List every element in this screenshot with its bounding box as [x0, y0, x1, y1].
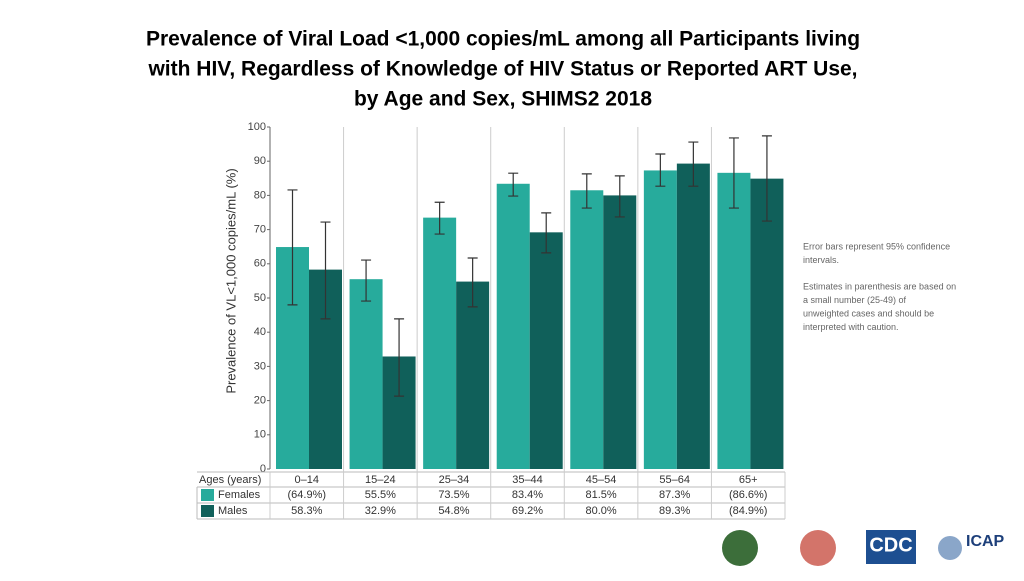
- table-header: Ages (years): [199, 474, 261, 486]
- bar: [676, 163, 710, 469]
- error-bar: [508, 172, 519, 197]
- table-cell: 32.9%: [365, 505, 396, 517]
- error-bar: [728, 137, 739, 209]
- table-cell: 80.0%: [585, 505, 616, 517]
- legend-label: Females: [218, 489, 261, 501]
- y-tick-label: 40: [254, 326, 266, 338]
- legend-swatch: [201, 489, 214, 501]
- logo: [866, 530, 916, 564]
- chart-title: Prevalence of Viral Load <1,000 copies/m…: [146, 28, 860, 51]
- y-tick-label: 80: [254, 189, 266, 201]
- x-tick-label: 35–44: [512, 474, 543, 486]
- y-tick-label: 90: [254, 155, 266, 167]
- table-cell: 73.5%: [438, 489, 469, 501]
- error-bar: [761, 135, 772, 222]
- y-tick-label: 0: [260, 463, 266, 475]
- x-tick-label: 45–54: [586, 474, 617, 486]
- bar: [750, 178, 784, 469]
- error-bar: [655, 153, 666, 187]
- error-bar: [467, 257, 478, 308]
- y-tick-label: 10: [254, 429, 266, 441]
- legend-swatch: [201, 505, 214, 517]
- error-bar: [320, 221, 331, 320]
- logo: [800, 530, 836, 566]
- table-cell: 87.3%: [659, 489, 690, 501]
- x-tick-label: 0–14: [295, 474, 319, 486]
- error-bar: [688, 141, 699, 187]
- table-cell: (84.9%): [729, 505, 768, 517]
- table-cell: 81.5%: [585, 489, 616, 501]
- x-tick-label: 55–64: [659, 474, 690, 486]
- note: intervals.: [803, 255, 839, 265]
- y-tick-label: 100: [248, 121, 266, 133]
- bar: [643, 170, 677, 469]
- logo-text: ICAP: [966, 533, 1005, 550]
- bar: [717, 172, 751, 469]
- y-axis-label: Prevalence of VL<1,000 copies/mL (%): [223, 168, 238, 393]
- table-cell: 69.2%: [512, 505, 543, 517]
- note: a small number (25-49) of: [803, 295, 907, 305]
- bar: [423, 217, 457, 469]
- table-cell: 89.3%: [659, 505, 690, 517]
- y-tick-label: 20: [254, 395, 266, 407]
- bar: [349, 279, 383, 469]
- bar: [456, 281, 490, 469]
- note: Estimates in parenthesis are based on: [803, 281, 956, 291]
- logo: [722, 530, 758, 566]
- note: unweighted cases and should be: [803, 308, 934, 318]
- error-bar: [581, 173, 592, 209]
- error-bar: [614, 175, 625, 218]
- chart-title: with HIV, Regardless of Knowledge of HIV…: [147, 58, 857, 81]
- chart-title: by Age and Sex, SHIMS2 2018: [354, 88, 652, 111]
- error-bar: [434, 201, 445, 235]
- logo: [938, 536, 962, 560]
- table-cell: 54.8%: [438, 505, 469, 517]
- error-bar: [287, 189, 298, 306]
- y-tick-label: 60: [254, 258, 266, 270]
- error-bar: [541, 212, 552, 254]
- logo-text: CDC: [869, 534, 912, 556]
- y-tick-label: 50: [254, 292, 266, 304]
- table-cell: 58.3%: [291, 505, 322, 517]
- table-cell: 55.5%: [365, 489, 396, 501]
- bar: [570, 190, 604, 469]
- y-tick-label: 70: [254, 224, 266, 236]
- bar: [496, 183, 530, 469]
- legend-label: Males: [218, 505, 248, 517]
- table-cell: (86.6%): [729, 489, 768, 501]
- error-bar: [361, 259, 372, 302]
- x-tick-label: 65+: [739, 474, 758, 486]
- note: interpreted with caution.: [803, 322, 899, 332]
- y-tick-label: 30: [254, 360, 266, 372]
- table-cell: (64.9%): [288, 489, 327, 501]
- table-cell: 83.4%: [512, 489, 543, 501]
- x-tick-label: 15–24: [365, 474, 396, 486]
- x-tick-label: 25–34: [439, 474, 470, 486]
- logos: CDC ICAP: [722, 530, 1005, 566]
- error-bar: [394, 318, 405, 397]
- note: Error bars represent 95% confidence: [803, 241, 950, 251]
- bar: [529, 232, 563, 469]
- bar: [603, 195, 637, 469]
